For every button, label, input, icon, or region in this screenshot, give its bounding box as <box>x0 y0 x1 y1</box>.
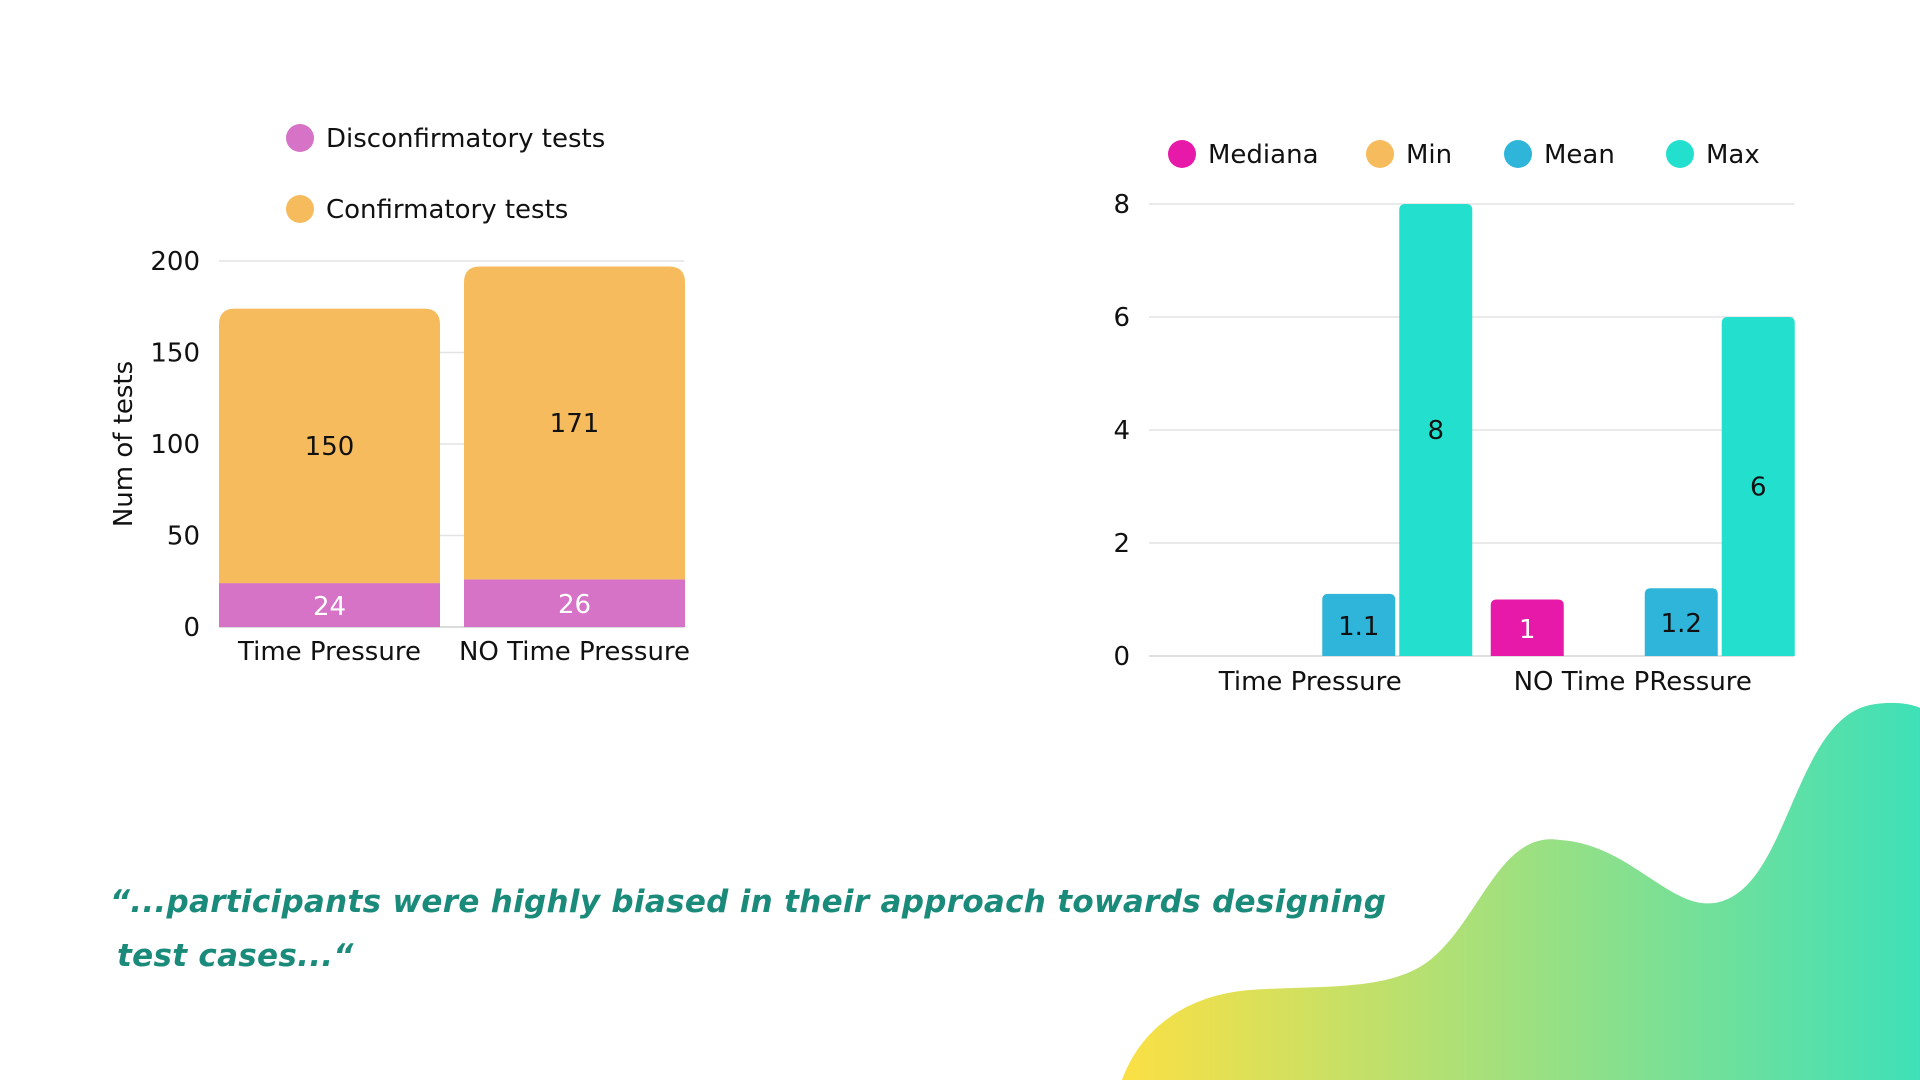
bars: 24 150 26 171 <box>219 266 685 627</box>
y-tick-label: 100 <box>150 430 200 460</box>
bar <box>1644 588 1718 656</box>
quote-line-2: test cases...“ <box>117 938 354 974</box>
y-tick-label: 50 <box>167 522 200 552</box>
x-axis-ticks: Time Pressure NO Time PRessure <box>1218 667 1752 697</box>
y-axis-label: Num of tests <box>109 361 139 527</box>
legend-marker <box>1168 140 1196 168</box>
gradient-blob <box>1122 702 1920 1080</box>
bar <box>1399 204 1473 656</box>
bar-segment <box>464 579 685 627</box>
x-tick-label: NO Time Pressure <box>459 637 690 667</box>
legend-label: Max <box>1706 140 1760 170</box>
legend-marker <box>1366 140 1394 168</box>
y-tick-label: 200 <box>150 247 200 277</box>
legend-marker <box>1504 140 1532 168</box>
legend: Mediana Min Mean Max <box>1168 140 1760 170</box>
x-tick-label: Time Pressure <box>237 637 421 667</box>
legend-marker <box>286 195 314 223</box>
y-tick-label: 150 <box>150 339 200 369</box>
legend-label: Confirmatory tests <box>326 195 568 225</box>
y-tick-label: 4 <box>1113 416 1130 446</box>
bar-segment <box>219 308 440 584</box>
y-tick-label: 6 <box>1113 303 1130 333</box>
data-label: 24 <box>313 592 346 622</box>
legend-label: Min <box>1406 140 1452 170</box>
data-label: 150 <box>305 432 355 462</box>
x-axis-ticks: Time Pressure NO Time Pressure <box>237 637 690 667</box>
data-label: 1.1 <box>1338 612 1379 642</box>
y-axis-ticks: 0 2 4 6 8 <box>1113 190 1130 672</box>
data-label: 26 <box>558 590 591 620</box>
y-tick-label: 8 <box>1113 190 1130 220</box>
y-tick-label: 0 <box>183 613 200 643</box>
quote-text: “...participants were highly biased in t… <box>110 875 1410 983</box>
x-tick-label: Time Pressure <box>1218 667 1402 697</box>
data-label: 1 <box>1519 615 1536 645</box>
bar <box>1721 317 1795 656</box>
data-label: 6 <box>1750 473 1767 503</box>
y-axis-ticks: 0 50 100 150 200 <box>150 247 200 643</box>
bar <box>1490 599 1564 656</box>
legend-marker <box>1666 140 1694 168</box>
data-label: 1.2 <box>1661 609 1702 639</box>
y-tick-label: 2 <box>1113 529 1130 559</box>
bars: 1.1 8 1 1.2 6 <box>1322 204 1795 656</box>
bar-segment <box>464 266 685 580</box>
quote-line-1: “...participants were highly biased in t… <box>110 884 1387 920</box>
legend-label: Mediana <box>1208 140 1319 170</box>
data-label: 171 <box>550 409 600 439</box>
data-label: 8 <box>1427 416 1444 446</box>
legend-label: Disconfirmatory tests <box>326 124 605 154</box>
bar-segment <box>219 583 440 627</box>
x-tick-label: NO Time PRessure <box>1514 667 1752 697</box>
legend: Disconfirmatory tests Confirmatory tests <box>286 124 605 225</box>
legend-marker <box>286 124 314 152</box>
y-tick-label: 0 <box>1113 642 1130 672</box>
legend-label: Mean <box>1544 140 1615 170</box>
bar <box>1322 593 1396 656</box>
